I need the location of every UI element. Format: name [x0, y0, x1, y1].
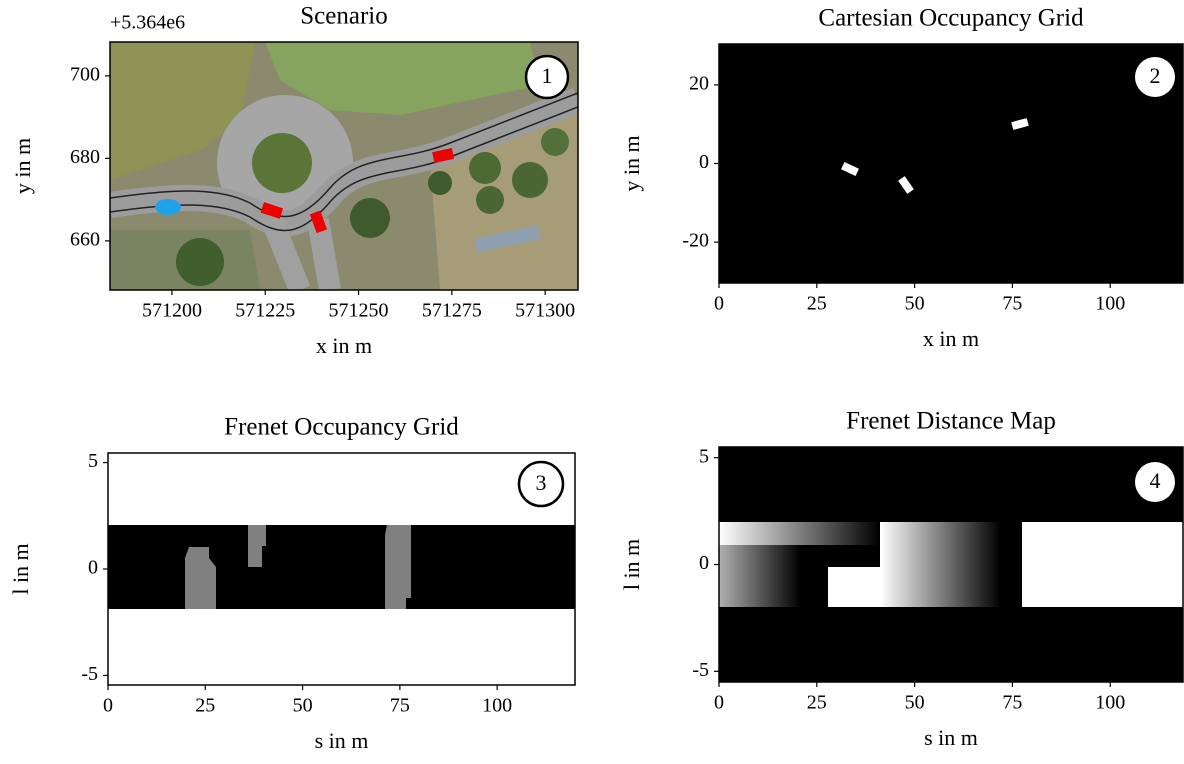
annotation: 4: [1150, 468, 1161, 493]
y-axis-label: y in m: [619, 135, 644, 191]
x-tick-label: 100: [482, 695, 512, 717]
distance-map-image: [719, 447, 1183, 682]
x-axis-label: x in m: [316, 333, 372, 358]
x-tick-label: 75: [1002, 293, 1022, 315]
chart-title: Scenario: [300, 3, 387, 30]
x-tick-label: 571275: [422, 300, 482, 322]
y-tick-label: 680: [70, 146, 100, 168]
y-tick-label: 0: [699, 552, 709, 574]
y-tick-label: -20: [682, 230, 709, 252]
y-tick-label: 5: [699, 445, 709, 467]
aerial-image: [110, 42, 578, 290]
x-axis-label: s in m: [315, 728, 369, 753]
x-tick-label: 571200: [142, 300, 202, 322]
annotation: 1: [542, 63, 553, 88]
cartesian-grid-image: [719, 44, 1183, 283]
y-axis-label: y in m: [10, 138, 35, 194]
x-tick-label: 0: [103, 695, 113, 717]
x-tick-label: 571225: [235, 300, 295, 322]
y-axis-label: l in m: [619, 539, 644, 590]
y-tick-label: 0: [699, 151, 709, 173]
x-tick-label: 100: [1095, 293, 1125, 315]
y-tick-label: 20: [689, 72, 709, 94]
x-tick-label: 50: [905, 692, 925, 714]
annotation: 2: [1150, 63, 1161, 88]
x-tick-label: 50: [293, 695, 313, 717]
x-tick-label: 571250: [329, 300, 389, 322]
y-tick-label: -5: [692, 659, 709, 681]
chart-title: Frenet Distance Map: [846, 408, 1056, 435]
x-axis-label: s in m: [924, 725, 978, 750]
x-tick-label: 571300: [515, 300, 575, 322]
y-tick-label: 700: [70, 63, 100, 85]
y-tick-label: 0: [88, 557, 98, 579]
x-tick-label: 50: [905, 293, 925, 315]
x-tick-label: 0: [714, 293, 724, 315]
offset-text: +5.364e6: [110, 12, 185, 34]
y-tick-label: 660: [70, 228, 100, 250]
frenet-grid-image: [108, 453, 575, 685]
y-tick-label: 5: [88, 450, 98, 472]
x-tick-label: 75: [1002, 692, 1022, 714]
x-axis-label: x in m: [923, 326, 979, 351]
x-tick-label: 25: [807, 293, 827, 315]
x-tick-label: 100: [1095, 692, 1125, 714]
y-tick-label: -5: [81, 663, 98, 685]
annotation: 3: [536, 470, 547, 495]
chart-title: Frenet Occupancy Grid: [224, 414, 459, 441]
figure: 571200 571225 571250 571275 571300 660 680 700 S…: [0, 0, 1184, 764]
x-tick-label: 25: [195, 695, 215, 717]
chart-title: Cartesian Occupancy Grid: [818, 5, 1084, 32]
x-tick-label: 75: [390, 695, 410, 717]
x-tick-label: 25: [807, 692, 827, 714]
y-axis-label: l in m: [8, 543, 33, 594]
x-tick-label: 0: [714, 692, 724, 714]
